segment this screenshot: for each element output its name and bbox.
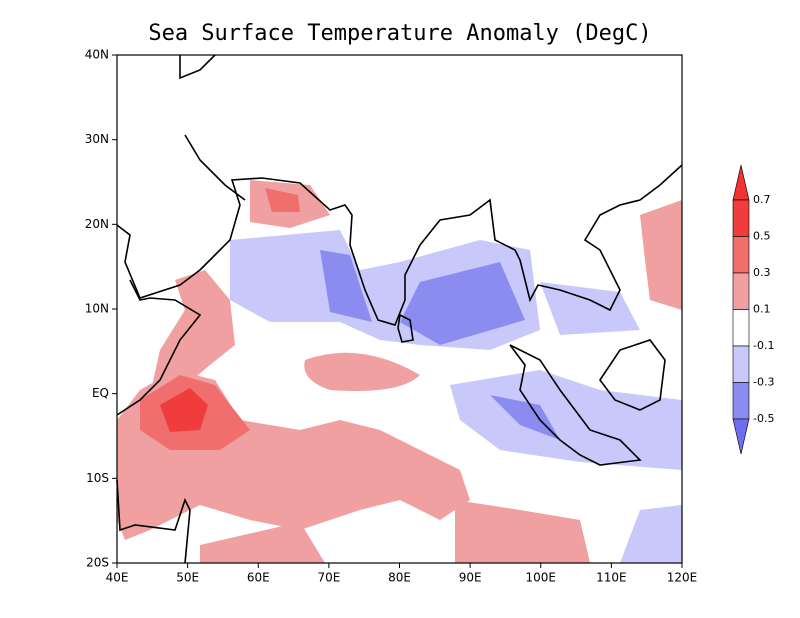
x-tick-label: 90E [459,571,482,585]
cool-area [540,282,640,335]
cool-core [320,250,372,322]
coastlines [116,54,683,564]
cool-core [400,262,525,345]
colorbar-bin [732,272,750,310]
x-tick-label: 40E [106,571,129,585]
y-tick-label: EQ [92,386,109,400]
warm-core [160,388,208,432]
y-tick-label: 40N [85,48,109,62]
cool-core [490,395,560,440]
colorbar-label: 0.7 [753,193,771,206]
x-tick-label: 120E [667,571,698,585]
x-tick-label: 50E [176,571,199,585]
colorbar-label: 0.1 [753,303,771,316]
cool-area [620,505,682,563]
y-tick-label: 10N [85,302,109,316]
colorbar-bin [732,345,750,383]
anomaly-field [117,180,682,563]
colorbar-top [732,164,750,201]
warm-area [304,352,420,391]
x-tick-label: 80E [388,571,411,585]
x-tick-label: 60E [247,571,270,585]
warm-area [640,200,682,310]
cool-area [450,370,682,470]
colorbar-bin [732,382,750,420]
warm-area [200,522,325,563]
colorbar-label: -0.5 [753,412,774,425]
colorbar-label: 0.3 [753,266,771,279]
colorbar-label: -0.3 [753,376,774,389]
x-tick-label: 110E [596,571,627,585]
y-tick-label: 10S [86,471,109,485]
title: Sea Surface Temperature Anomaly (DegC) [148,21,651,46]
warm-core [265,188,300,212]
warm-area [455,500,590,563]
y-tick-label: 30N [85,132,109,146]
colorbar-bottom [732,418,750,455]
colorbar-bin [732,309,750,347]
warm-area [150,270,235,395]
colorbar-bin [732,236,750,274]
colorbar-bin [732,199,750,237]
x-tick-label: 70E [317,571,340,585]
colorbar-label: -0.1 [753,339,774,352]
y-tick-label: 20S [86,556,109,570]
colorbar-label: 0.5 [753,230,771,243]
y-tick-label: 20N [85,217,109,231]
x-tick-label: 100E [526,571,557,585]
